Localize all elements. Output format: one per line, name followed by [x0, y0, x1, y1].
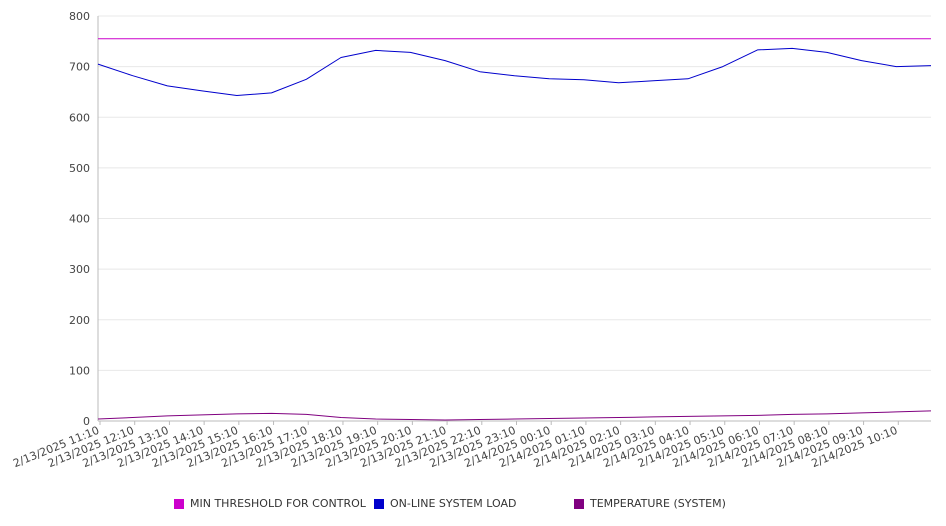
- y-tick-label: 800: [69, 10, 90, 23]
- legend-item-system-load[interactable]: ON-LINE SYSTEM LOAD: [374, 497, 516, 510]
- legend-label: TEMPERATURE (SYSTEM): [590, 497, 726, 510]
- legend-item-min-threshold[interactable]: MIN THRESHOLD FOR CONTROL: [174, 497, 366, 510]
- legend-label: MIN THRESHOLD FOR CONTROL: [190, 497, 366, 510]
- axes: [97, 16, 931, 425]
- y-tick-label: 100: [69, 364, 90, 377]
- legend: MIN THRESHOLD FOR CONTROL ON-LINE SYSTEM…: [0, 497, 946, 515]
- y-tick-label: 0: [83, 415, 90, 428]
- legend-swatch: [574, 498, 584, 509]
- y-tick-label: 200: [69, 314, 90, 327]
- legend-item-temperature[interactable]: TEMPERATURE (SYSTEM): [574, 497, 726, 510]
- y-tick-label: 700: [69, 61, 90, 74]
- legend-swatch: [174, 498, 184, 509]
- y-tick-label: 500: [69, 162, 90, 175]
- legend-label: ON-LINE SYSTEM LOAD: [390, 497, 517, 510]
- legend-swatch: [374, 498, 384, 509]
- series-line-1: [97, 47, 932, 96]
- y-tick-label: 400: [69, 213, 90, 226]
- y-axis-tick-labels: 0 100 200 300 400 500 600 700 800: [69, 10, 90, 428]
- series-line-2: [97, 410, 932, 421]
- y-tick-label: 300: [69, 263, 90, 276]
- x-axis-tick-labels: 2/13/2025 11:102/13/2025 12:102/13/2025 …: [11, 424, 899, 470]
- gridlines: [98, 15, 931, 422]
- series-lines: [97, 38, 932, 421]
- y-tick-label: 600: [69, 111, 90, 124]
